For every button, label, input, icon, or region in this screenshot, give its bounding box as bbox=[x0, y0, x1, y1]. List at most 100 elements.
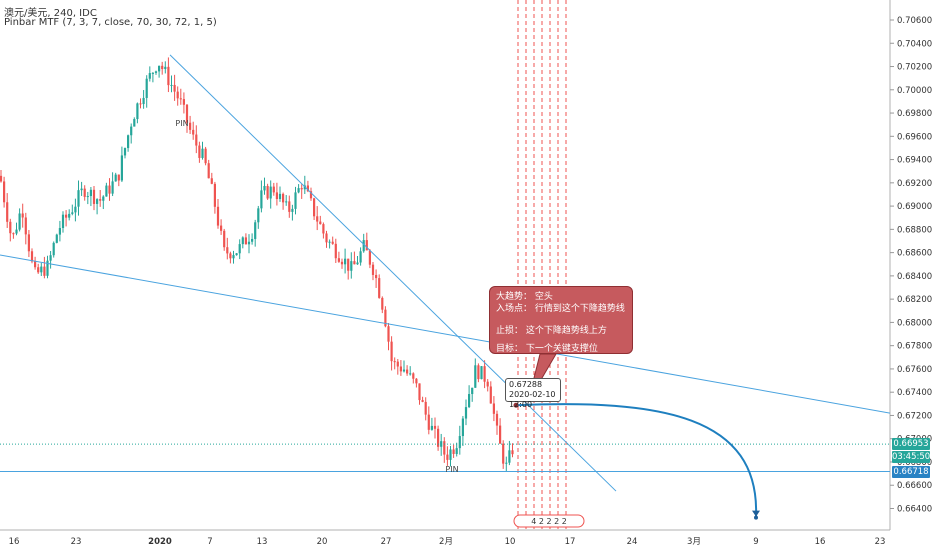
candle-body bbox=[474, 365, 477, 388]
callout-time: 2020-02-10 12:00 bbox=[509, 390, 556, 409]
candle-body bbox=[300, 188, 303, 190]
trade-plan-note[interactable]: 大趋势： 空头 入场点： 行情到这个下降趋势线 止损： 这个下降趋势线上方 目标… bbox=[489, 286, 633, 354]
candle-body bbox=[381, 297, 384, 310]
y-tick-label: 0.69000 bbox=[897, 202, 932, 212]
candle-body bbox=[176, 91, 179, 99]
candle-body bbox=[309, 191, 313, 199]
candle-body bbox=[204, 148, 207, 164]
candle-body bbox=[133, 119, 136, 127]
candle-body bbox=[433, 425, 437, 429]
x-tick-label: 27 bbox=[381, 537, 392, 547]
current-price-tag: 0.66953 bbox=[892, 438, 930, 450]
candle-body bbox=[393, 361, 396, 363]
candle-body bbox=[102, 196, 105, 201]
candle-body bbox=[471, 387, 474, 395]
candle-body bbox=[40, 266, 43, 273]
y-tick-label: 0.68800 bbox=[897, 225, 932, 235]
candle-body bbox=[170, 84, 173, 86]
candle-body bbox=[424, 401, 427, 415]
candle-body bbox=[241, 237, 244, 245]
candle-body bbox=[105, 185, 108, 197]
candle-body bbox=[9, 221, 12, 234]
trendline-lower bbox=[0, 254, 891, 414]
candle-body bbox=[226, 247, 229, 254]
pin-label: PIN bbox=[445, 465, 458, 474]
candle-body bbox=[6, 202, 9, 222]
candle-body bbox=[340, 261, 344, 265]
y-tick-label: 0.67800 bbox=[897, 342, 932, 352]
y-tick-label: 0.70400 bbox=[897, 39, 932, 49]
candle-body bbox=[443, 441, 446, 455]
candle-body bbox=[43, 266, 46, 276]
callout-price: 0.67288 bbox=[509, 380, 543, 389]
candle-body bbox=[136, 103, 139, 120]
candle-body bbox=[108, 185, 111, 194]
y-tick-label: 0.66600 bbox=[897, 481, 932, 491]
candle-body bbox=[492, 403, 495, 414]
candle-body bbox=[464, 407, 468, 419]
candle-body bbox=[399, 366, 402, 372]
candle-body bbox=[99, 199, 102, 201]
candle-body bbox=[486, 381, 489, 387]
candle-body bbox=[344, 258, 347, 265]
candle-body bbox=[402, 369, 406, 372]
candle-body bbox=[21, 213, 24, 218]
candle-body bbox=[272, 186, 275, 193]
candle-body bbox=[291, 208, 294, 212]
pin-label: PIN bbox=[175, 119, 188, 128]
candle-body bbox=[316, 216, 319, 222]
price-callout[interactable]: 0.67288 2020-02-10 12:00 bbox=[505, 378, 561, 409]
candle-body bbox=[3, 181, 6, 203]
candle-body bbox=[418, 383, 421, 401]
candle-body bbox=[452, 449, 455, 454]
y-tick-label: 0.69800 bbox=[897, 109, 932, 119]
y-tick-label: 0.69400 bbox=[897, 156, 932, 166]
candle-body bbox=[142, 97, 145, 105]
y-tick-label: 0.67400 bbox=[897, 388, 932, 398]
candle-body bbox=[446, 454, 449, 460]
candle-body bbox=[359, 251, 362, 263]
candle-body bbox=[123, 148, 127, 156]
y-tick-label: 0.69200 bbox=[897, 179, 932, 189]
candle-body bbox=[430, 425, 433, 430]
candle-body bbox=[306, 185, 309, 192]
candle-body bbox=[508, 450, 511, 463]
x-tick-label: 24 bbox=[627, 537, 638, 547]
candle-body bbox=[192, 129, 195, 135]
y-tick-label: 0.70200 bbox=[897, 63, 932, 73]
candle-body bbox=[409, 373, 412, 375]
indicator-legend[interactable]: Pinbar MTF (7, 3, 7, close, 70, 30, 72, … bbox=[4, 17, 217, 28]
candle-body bbox=[210, 178, 213, 184]
candle-body bbox=[189, 122, 192, 130]
candle-body bbox=[260, 190, 263, 209]
candle-body bbox=[350, 261, 353, 271]
x-tick-label: 7 bbox=[207, 537, 212, 547]
x-tick-label: 10 bbox=[505, 537, 516, 547]
candle-body bbox=[37, 267, 40, 273]
candle-body bbox=[71, 212, 74, 214]
candle-body bbox=[449, 449, 452, 460]
candle-body bbox=[511, 450, 514, 455]
event-badge-text: 4 2 2 2 2 bbox=[531, 517, 567, 526]
x-tick-label: 9 bbox=[753, 537, 758, 547]
entry-marker bbox=[513, 402, 519, 408]
note-line: 大趋势： 空头 bbox=[496, 292, 553, 302]
candle-body bbox=[365, 240, 368, 251]
candle-body bbox=[18, 213, 21, 230]
candle-body bbox=[86, 196, 89, 198]
candle-body bbox=[406, 369, 409, 374]
candle-body bbox=[480, 366, 483, 380]
candle-body bbox=[55, 234, 58, 243]
candle-body bbox=[371, 264, 375, 275]
event-badge-bar bbox=[513, 514, 585, 528]
target-arrow bbox=[752, 510, 760, 517]
candle-body bbox=[368, 250, 371, 265]
candle-body bbox=[167, 66, 170, 86]
candle-body bbox=[58, 228, 61, 235]
candle-body bbox=[378, 278, 381, 298]
candle-body bbox=[483, 366, 486, 382]
x-tick-label: 23 bbox=[875, 537, 886, 547]
candle-body bbox=[77, 190, 80, 207]
chart-title: 澳元/美元, 240, IDC bbox=[4, 8, 97, 19]
